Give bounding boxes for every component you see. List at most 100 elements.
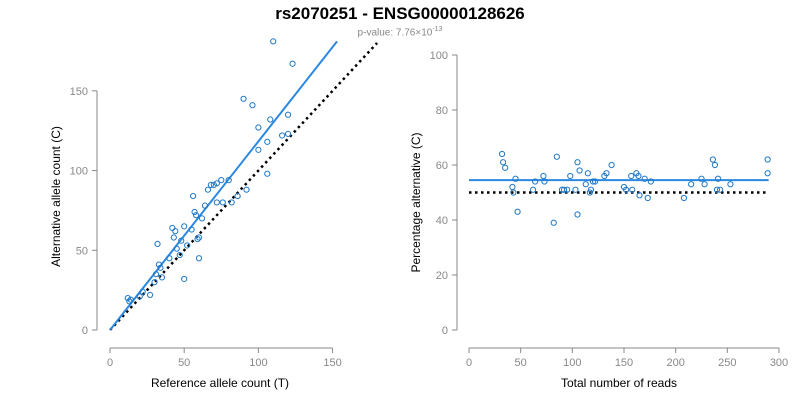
panel1-data-point [151, 279, 158, 286]
panel1-reference-line [109, 42, 379, 331]
panel2-y-axis-label: Percentage alternative (C) [409, 132, 423, 272]
panel1-data-point [255, 124, 262, 131]
panel1-data-point [191, 208, 198, 216]
panel1-data-point [207, 181, 215, 189]
panel2-data-point [541, 178, 548, 185]
panel1-data-point [194, 236, 201, 243]
panel1-data-point [240, 95, 247, 102]
panel2-data-point [572, 186, 579, 193]
panel2-data-point [680, 194, 688, 202]
panel2-data-point [717, 186, 724, 193]
panel1-data-point [270, 38, 277, 45]
panel2-data-point [587, 186, 595, 193]
panel2-x-axis-label: Total number of reads [561, 376, 677, 390]
panel1-data-point [188, 226, 195, 233]
panel2-data-point [514, 208, 521, 215]
panel1-data-point [198, 215, 206, 222]
panel1-data-point [264, 138, 271, 145]
panel2-data-point [628, 172, 635, 180]
panel1-data-point [166, 255, 173, 262]
panel2-data-point [589, 178, 597, 185]
panel1-x-tick-label: 0 [107, 357, 113, 369]
panel2-data-point [500, 159, 507, 166]
panel1-data-point [157, 264, 164, 271]
panel1-data-point [228, 199, 235, 206]
panel2-data-point [764, 156, 771, 163]
panel2-data-point [764, 170, 771, 177]
panel2-data-point [532, 178, 539, 185]
chart-title: rs2070251 - ENSG00000128626 [275, 4, 525, 23]
panel1-data-point [169, 224, 176, 232]
panel2-data-point [635, 172, 642, 180]
panel2-data-point [698, 175, 705, 182]
panel1-data-point [210, 181, 217, 189]
panel1-data-point [255, 146, 262, 153]
panel1-y-tick-label: 150 [70, 86, 88, 98]
panel1-y-tick-label: 100 [70, 166, 88, 178]
panel2-data-point [509, 183, 516, 191]
panel2-y-tick-label: 20 [436, 270, 448, 282]
panel2-data-point [591, 178, 599, 185]
panel2-data-point [629, 186, 636, 193]
panel2-data-point [714, 175, 722, 182]
panel2-data-point [553, 153, 560, 160]
panel2-data-point [709, 156, 716, 163]
panel1-data-point [184, 242, 191, 249]
panel2-data-point [713, 186, 721, 193]
panel2-data-point [512, 175, 519, 182]
chart-subtitle: p-value: 7.76×10-13 [0, 24, 800, 39]
panel1-data-point [225, 177, 232, 184]
panel2-data-point [727, 181, 734, 188]
panel2-x-tick-label: 300 [770, 357, 788, 369]
panel2-data-point [576, 167, 583, 174]
panel1-data-point [213, 180, 220, 187]
panel1-data-point [124, 295, 131, 302]
panel1-data-point [279, 132, 286, 139]
panel1-data-point [264, 170, 271, 177]
panel1-data-point [170, 234, 177, 241]
panel2-data-point [510, 189, 517, 196]
panel2-data-point [560, 186, 568, 193]
panel1-y-tick-label: 50 [76, 245, 88, 257]
panel2-x-tick-label: 200 [666, 357, 684, 369]
pvalue-exponent: -13 [432, 26, 443, 33]
panel2-y-tick-label: 0 [442, 325, 448, 337]
panel1-data-point [267, 116, 274, 123]
panel1-data-point [154, 240, 161, 247]
panel1-data-point [201, 202, 209, 209]
panel1-data-point [155, 261, 163, 268]
panel2-data-point [647, 178, 654, 185]
panel2-data-point [711, 161, 719, 169]
panel1-data-point [152, 271, 160, 278]
panel1-data-point [146, 291, 154, 299]
panel1-data-point [243, 186, 250, 193]
panel1-data-point [289, 60, 296, 67]
panel2-data-point [586, 189, 594, 196]
panel1-x-tick-label: 100 [249, 357, 267, 369]
panel1-data-point [173, 245, 180, 252]
panel1-data-point [213, 199, 220, 206]
panel2-y-tick-label: 40 [436, 215, 448, 227]
panel1-data-point [284, 130, 292, 137]
panel1-data-point [195, 234, 203, 241]
panel1-y-tick-label: 0 [82, 325, 88, 337]
panel1-data-point [195, 255, 203, 262]
panel2-x-tick-label: 100 [563, 357, 581, 369]
panel1-x-tick-label: 50 [178, 357, 190, 369]
panel2-x-tick-label: 0 [466, 357, 472, 369]
panel2-y-tick-label: 60 [436, 160, 448, 172]
panel2-data-point [498, 150, 506, 158]
panel2-y-tick-label: 80 [436, 105, 448, 117]
panel2-data-point [574, 159, 581, 166]
panel2-x-tick-label: 50 [515, 357, 527, 369]
panel1-x-tick-label: 150 [323, 357, 341, 369]
panel2-data-point [502, 164, 509, 171]
panel1-data-point [218, 177, 225, 184]
panel2-y-tick-label: 100 [430, 50, 448, 62]
panel2-data-point [636, 192, 643, 199]
panel1-data-point [158, 274, 166, 281]
pvalue-text: p-value: 7.76×10 [357, 27, 433, 39]
panel2-data-point [564, 186, 571, 193]
panel2-data-point [584, 170, 591, 177]
